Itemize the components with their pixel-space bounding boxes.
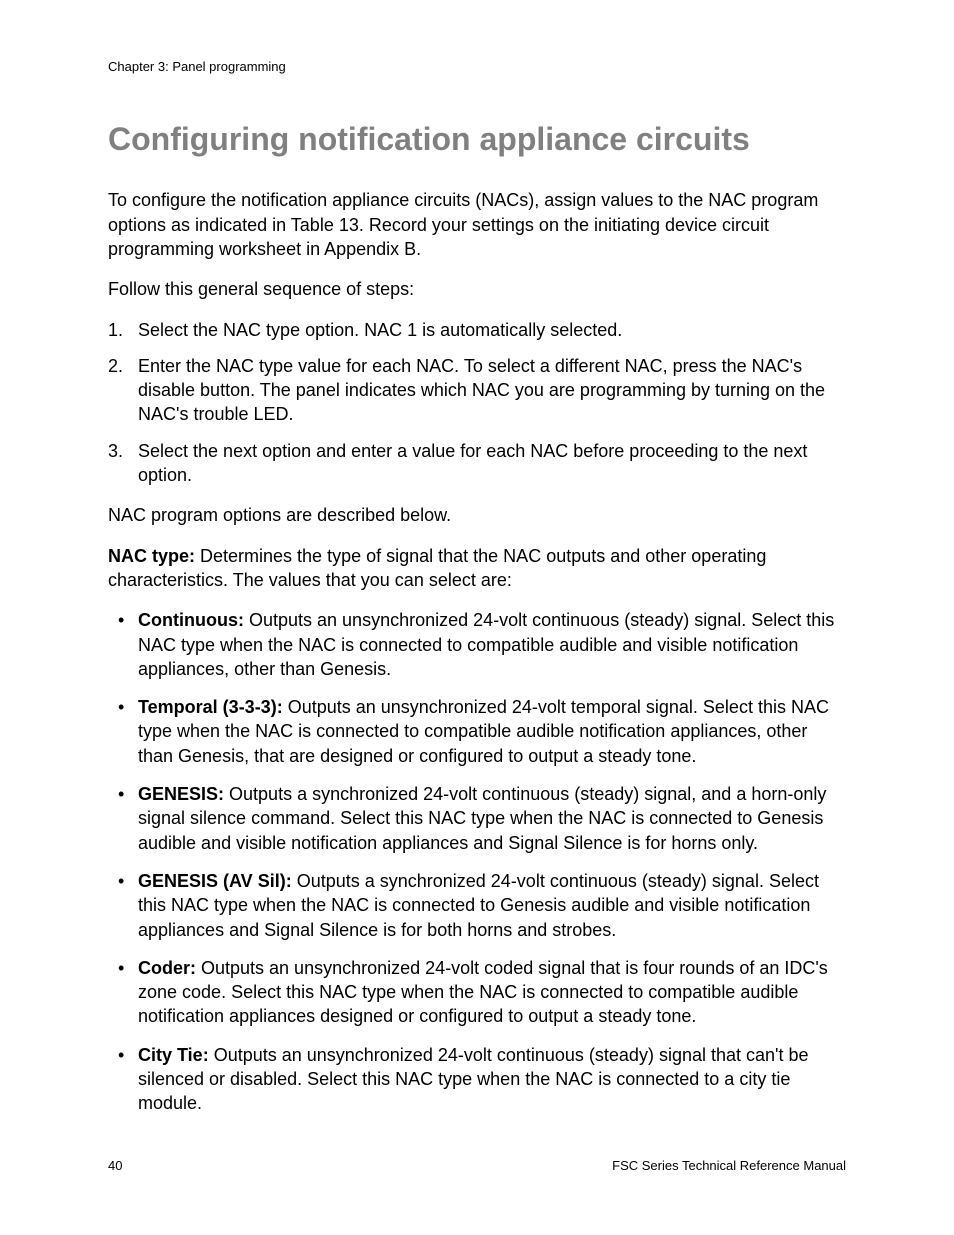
- nac-type-lead: NAC type: Determines the type of signal …: [108, 544, 846, 593]
- nac-type-label: NAC type:: [108, 546, 195, 566]
- page-container: Chapter 3: Panel programming Configuring…: [0, 0, 954, 1235]
- running-header: Chapter 3: Panel programming: [108, 59, 846, 74]
- page-footer: 40 FSC Series Technical Reference Manual: [108, 1158, 846, 1173]
- step-item: 3. Select the next option and enter a va…: [108, 439, 846, 488]
- page-title: Configuring notification appliance circu…: [108, 120, 846, 158]
- step-text: Select the next option and enter a value…: [138, 441, 807, 485]
- steps-list: 1. Select the NAC type option. NAC 1 is …: [108, 318, 846, 488]
- option-item: Continuous: Outputs an unsynchronized 24…: [108, 608, 846, 681]
- option-label: City Tie:: [138, 1045, 209, 1065]
- manual-title: FSC Series Technical Reference Manual: [612, 1158, 846, 1173]
- options-list: Continuous: Outputs an unsynchronized 24…: [108, 608, 846, 1115]
- option-item: GENESIS (AV Sil): Outputs a synchronized…: [108, 869, 846, 942]
- step-number: 1.: [108, 318, 123, 342]
- step-text: Enter the NAC type value for each NAC. T…: [138, 356, 825, 425]
- option-item: Temporal (3-3-3): Outputs an unsynchroni…: [108, 695, 846, 768]
- step-number: 2.: [108, 354, 123, 378]
- step-item: 1. Select the NAC type option. NAC 1 is …: [108, 318, 846, 342]
- step-text: Select the NAC type option. NAC 1 is aut…: [138, 320, 622, 340]
- option-item: GENESIS: Outputs a synchronized 24-volt …: [108, 782, 846, 855]
- step-number: 3.: [108, 439, 123, 463]
- intro-paragraph: To configure the notification appliance …: [108, 188, 846, 261]
- option-desc: Outputs an unsynchronized 24-volt contin…: [138, 1045, 808, 1114]
- option-label: GENESIS:: [138, 784, 224, 804]
- option-label: GENESIS (AV Sil):: [138, 871, 292, 891]
- option-label: Temporal (3-3-3):: [138, 697, 283, 717]
- option-item: City Tie: Outputs an unsynchronized 24-v…: [108, 1043, 846, 1116]
- option-label: Continuous:: [138, 610, 244, 630]
- follow-paragraph: Follow this general sequence of steps:: [108, 277, 846, 301]
- page-number: 40: [108, 1158, 122, 1173]
- option-label: Coder:: [138, 958, 196, 978]
- option-desc: Outputs an unsynchronized 24-volt coded …: [138, 958, 828, 1027]
- nac-type-rest: Determines the type of signal that the N…: [108, 546, 766, 590]
- after-steps-paragraph: NAC program options are described below.: [108, 503, 846, 527]
- option-desc: Outputs a synchronized 24-volt continuou…: [138, 784, 826, 853]
- step-item: 2. Enter the NAC type value for each NAC…: [108, 354, 846, 427]
- option-item: Coder: Outputs an unsynchronized 24-volt…: [108, 956, 846, 1029]
